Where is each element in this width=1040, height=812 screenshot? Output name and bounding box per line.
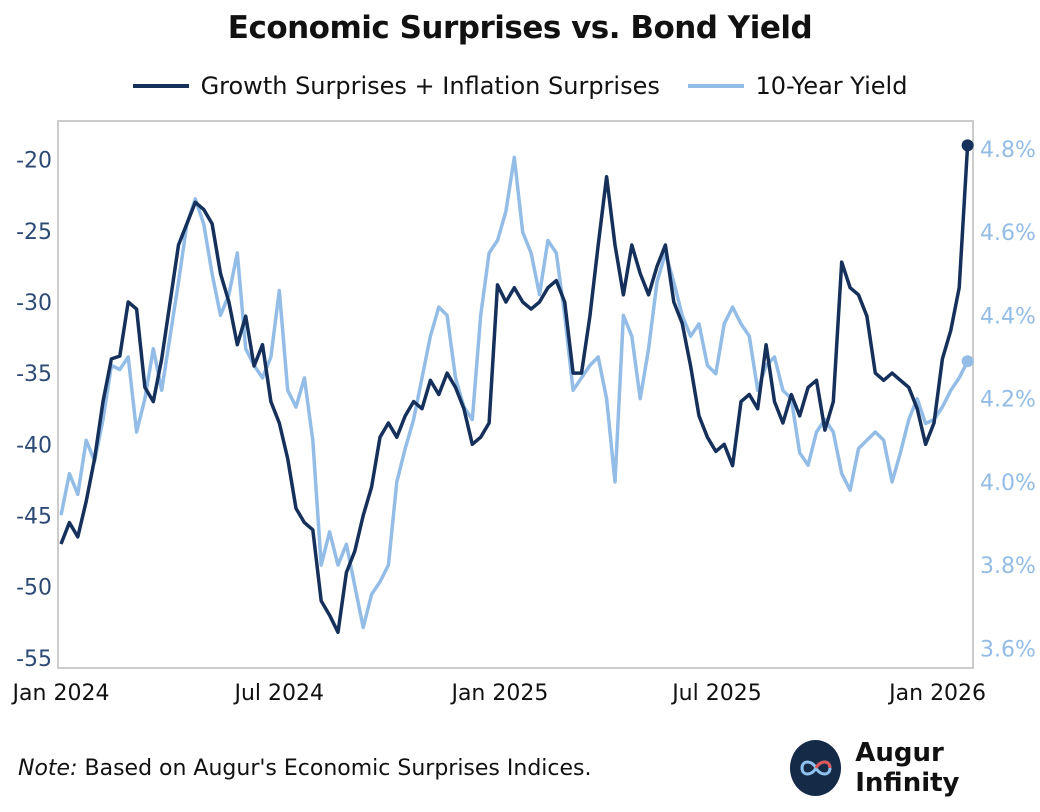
legend-swatch-yield bbox=[687, 84, 744, 88]
note-label: Note: bbox=[18, 756, 78, 781]
brand-name: Augur Infinity bbox=[855, 738, 960, 798]
footnote: Note: Based on Augur's Economic Surprise… bbox=[18, 756, 591, 781]
right-tick-label: 3.6% bbox=[980, 637, 1036, 662]
x-tick-label: Jan 2026 bbox=[887, 681, 986, 706]
chart-canvas: Jan 2024 Jul 2024 Jan 2025 Jul 2025 Jan 2026… bbox=[11, 120, 1036, 706]
x-tick-label: Jul 2024 bbox=[232, 681, 324, 706]
x-tick-label: Jan 2024 bbox=[11, 681, 110, 706]
left-tick-label: -25 bbox=[16, 220, 52, 245]
legend: Growth Surprises + Inflation Surprises 1… bbox=[0, 66, 1040, 100]
left-tick-label: -45 bbox=[16, 505, 52, 530]
plot-frame bbox=[57, 120, 974, 669]
right-tick-label: 4.4% bbox=[980, 304, 1036, 329]
brand: Augur Infinity bbox=[790, 738, 1040, 798]
left-tick-label: -35 bbox=[16, 362, 52, 387]
right-tick-label: 3.8% bbox=[980, 554, 1036, 579]
series-lines bbox=[59, 139, 974, 635]
legend-item-yield: 10-Year Yield bbox=[687, 72, 908, 100]
right-tick-label: 4.6% bbox=[980, 221, 1036, 246]
ten-year-yield-end-marker bbox=[961, 355, 974, 368]
legend-label-yield: 10-Year Yield bbox=[755, 72, 908, 100]
x-tick-label: Jul 2025 bbox=[670, 681, 762, 706]
right-tick-label: 4.0% bbox=[980, 471, 1036, 496]
chart-title: Economic Surprises vs. Bond Yield bbox=[227, 10, 813, 46]
infinity-logo-icon bbox=[790, 740, 842, 796]
growth-surprises-line bbox=[59, 145, 970, 635]
legend-label-growth: Growth Surprises + Inflation Surprises bbox=[200, 72, 660, 100]
left-tick-label: -40 bbox=[16, 433, 52, 458]
left-tick-label: -55 bbox=[16, 647, 52, 672]
note-text: Based on Augur's Economic Surprises Indi… bbox=[77, 756, 592, 781]
left-tick-label: -20 bbox=[16, 149, 52, 174]
x-tick-label: Jan 2025 bbox=[449, 681, 548, 706]
right-axis-ticks: 4.8% 4.6% 4.4% 4.2% 4.0% 3.8% 3.6% bbox=[980, 138, 1036, 662]
legend-item-growth: Growth Surprises + Inflation Surprises bbox=[132, 72, 660, 100]
left-axis-ticks: -20 -25 -30 -35 -40 -45 -50 -55 bbox=[16, 149, 52, 672]
right-tick-label: 4.8% bbox=[980, 138, 1036, 163]
right-tick-label: 4.2% bbox=[980, 388, 1036, 413]
left-tick-label: -30 bbox=[16, 291, 52, 316]
x-axis-ticks: Jan 2024 Jul 2024 Jan 2025 Jul 2025 Jan 2026 bbox=[11, 681, 987, 706]
growth-surprises-end-marker bbox=[961, 139, 974, 152]
left-tick-label: -50 bbox=[16, 576, 52, 601]
legend-swatch-growth bbox=[132, 84, 189, 88]
ten-year-yield-line bbox=[59, 155, 970, 630]
